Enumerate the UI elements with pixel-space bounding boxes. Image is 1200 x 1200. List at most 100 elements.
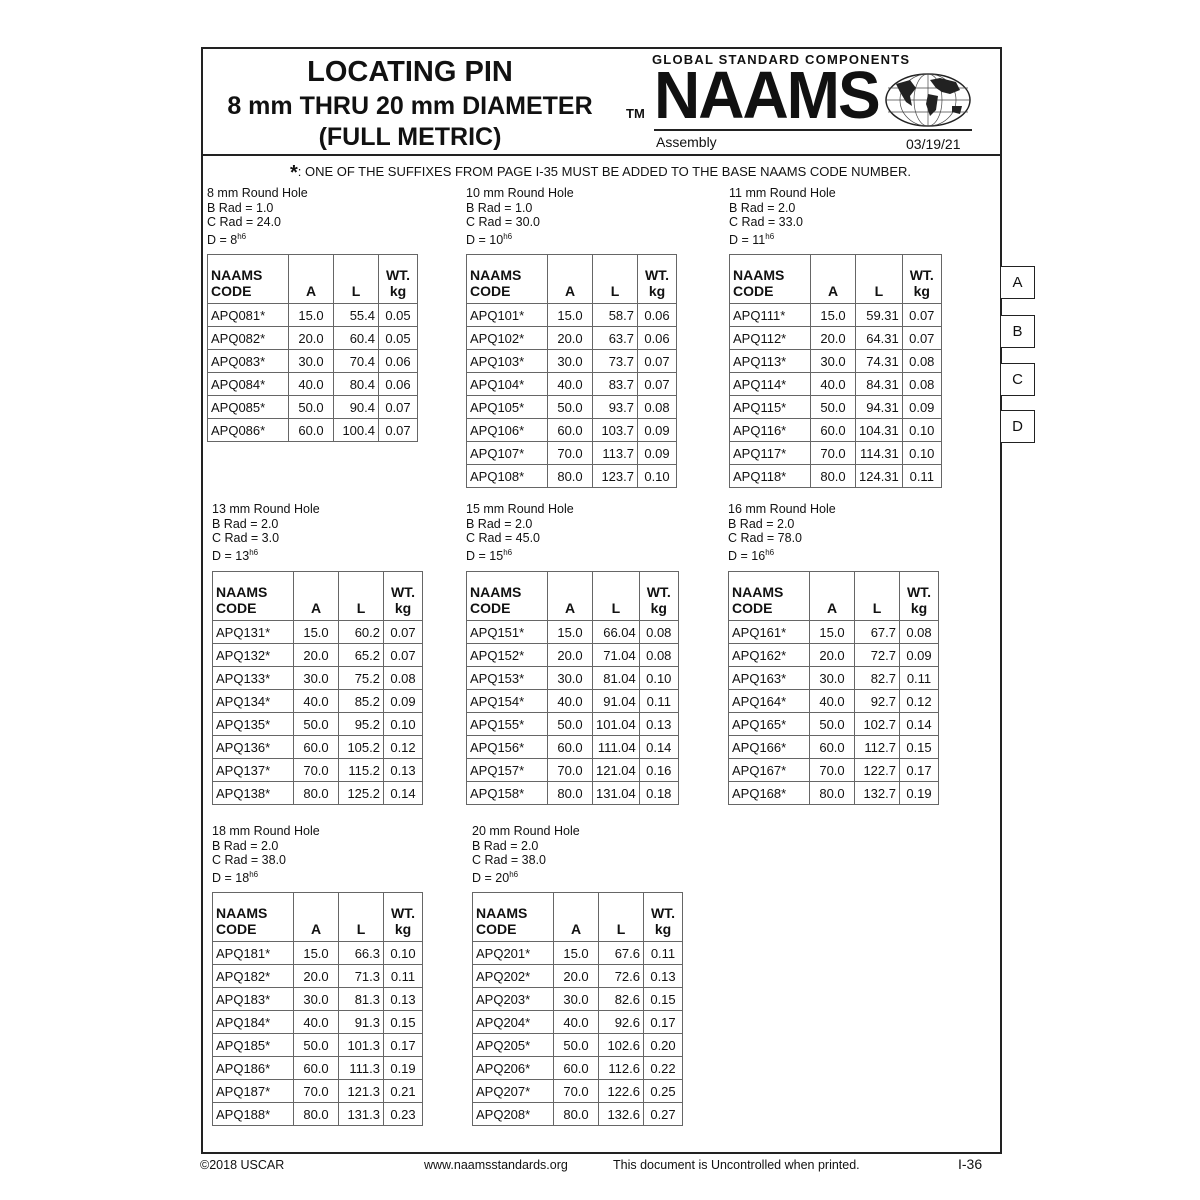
a-cell: 30.0: [547, 666, 593, 690]
a-cell: 15.0: [547, 303, 593, 327]
header-naams-code: NAAMS CODE: [212, 571, 294, 621]
diameter-value: D = 15: [466, 548, 504, 563]
header-naams-code: NAAMS CODE: [212, 892, 294, 942]
spec-table: NAAMS CODE A L WT. kg APQ181* 15.0 66.3 0.10 APQ18…: [212, 892, 423, 1126]
header-l: L: [854, 571, 900, 621]
l-cell: 82.7: [854, 666, 900, 690]
a-cell: 60.0: [288, 418, 334, 442]
tolerance-class: h6: [249, 547, 259, 557]
l-cell: 131.04: [592, 781, 640, 805]
table-row: APQ112* 20.0 64.31 0.07: [729, 326, 942, 350]
header-weight: WT. kg: [378, 254, 418, 304]
l-cell: 85.2: [338, 689, 384, 713]
naams-code-cell: APQ181*: [212, 941, 294, 965]
header-wt-line2: kg: [910, 600, 928, 616]
table-row: APQ208* 80.0 132.6 0.27: [472, 1102, 683, 1126]
spec-table: NAAMS CODE A L WT. kg APQ101* 15.0 58.7 0.06 APQ10…: [466, 254, 677, 488]
header-wt-line2: kg: [913, 283, 930, 299]
diameter-value: D = 20: [472, 870, 510, 885]
header-a: A: [810, 254, 856, 304]
a-cell: 30.0: [810, 349, 856, 373]
a-cell: 70.0: [547, 758, 593, 782]
l-cell: 60.2: [338, 620, 384, 644]
a-cell: 40.0: [288, 372, 334, 396]
l-cell: 121.3: [338, 1079, 384, 1103]
trademark: TM: [626, 106, 645, 121]
side-tab-a[interactable]: A: [1000, 266, 1035, 299]
l-cell: 75.2: [338, 666, 384, 690]
c-radius: C Rad = 38.0: [212, 853, 287, 867]
weight-cell: 0.25: [643, 1079, 683, 1103]
table-row: APQ111* 15.0 59.31 0.07: [729, 303, 942, 327]
b-radius: B Rad = 2.0: [212, 516, 279, 531]
table-row: APQ133* 30.0 75.2 0.08: [212, 666, 423, 690]
a-cell: 20.0: [547, 643, 593, 667]
a-cell: 30.0: [293, 987, 339, 1011]
table-row: APQ206* 60.0 112.6 0.22: [472, 1056, 683, 1080]
naams-code-cell: APQ153*: [466, 666, 548, 690]
diameter-value: D = 13: [212, 548, 250, 563]
weight-cell: 0.17: [643, 1010, 683, 1034]
header-wt-line1: WT.: [650, 905, 676, 921]
table-row: APQ082* 20.0 60.4 0.05: [207, 326, 418, 350]
l-cell: 111.3: [338, 1056, 384, 1080]
a-cell: 50.0: [809, 712, 855, 736]
table-row: APQ165* 50.0 102.7 0.14: [728, 712, 939, 736]
c-radius: C Rad = 45.0: [466, 531, 541, 545]
naams-code-cell: APQ202*: [472, 964, 554, 988]
weight-cell: 0.06: [637, 326, 677, 350]
table-row: APQ086* 60.0 100.4 0.07: [207, 418, 418, 442]
header-a: A: [293, 892, 339, 942]
a-cell: 15.0: [293, 620, 339, 644]
a-cell: 60.0: [547, 735, 593, 759]
table-row: APQ153* 30.0 81.04 0.10: [466, 666, 679, 690]
weight-cell: 0.14: [383, 781, 423, 805]
table-row: APQ151* 15.0 66.04 0.08: [466, 620, 679, 644]
header-naams-code: NAAMS CODE: [466, 254, 548, 304]
a-cell: 15.0: [547, 620, 593, 644]
hole-spec-info: 13 mm Round Hole B Rad = 2.0 C Rad = 3.0 D …: [212, 502, 320, 563]
weight-cell: 0.08: [899, 620, 939, 644]
side-tab-d[interactable]: D: [1000, 410, 1035, 443]
a-cell: 60.0: [810, 418, 856, 442]
weight-cell: 0.07: [901, 303, 942, 327]
l-cell: 55.4: [333, 303, 379, 327]
l-cell: 95.2: [338, 712, 384, 736]
footer-website[interactable]: www.naamsstandards.org: [424, 1158, 568, 1172]
naams-code-cell: APQ085*: [207, 395, 289, 419]
header-code-line2: CODE: [470, 600, 511, 616]
table-row: APQ207* 70.0 122.6 0.25: [472, 1079, 683, 1103]
weight-cell: 0.07: [383, 643, 423, 667]
weight-cell: 0.12: [383, 735, 423, 759]
a-cell: 80.0: [553, 1102, 599, 1126]
page-title: LOCATING PIN: [307, 56, 513, 88]
l-cell: 83.7: [592, 372, 638, 396]
header-code-line1: NAAMS: [211, 267, 263, 283]
table-row: APQ101* 15.0 58.7 0.06: [466, 303, 677, 327]
table-row: APQ152* 20.0 71.04 0.08: [466, 643, 679, 667]
table-row: APQ188* 80.0 131.3 0.23: [212, 1102, 423, 1126]
l-cell: 111.04: [592, 735, 640, 759]
table-header-row: NAAMS CODE A L WT. kg: [466, 254, 677, 304]
header-weight: WT. kg: [901, 254, 942, 304]
table-row: APQ158* 80.0 131.04 0.18: [466, 781, 679, 805]
diameter: D = 16h6: [728, 546, 836, 564]
l-cell: 132.6: [598, 1102, 644, 1126]
a-cell: 40.0: [547, 372, 593, 396]
side-tab-b[interactable]: B: [1000, 315, 1035, 348]
side-tab-c[interactable]: C: [1000, 363, 1035, 396]
l-cell: 72.6: [598, 964, 644, 988]
naams-code-cell: APQ135*: [212, 712, 294, 736]
a-cell: 60.0: [809, 735, 855, 759]
naams-code-cell: APQ101*: [466, 303, 548, 327]
table-row: APQ135* 50.0 95.2 0.10: [212, 712, 423, 736]
a-cell: 40.0: [809, 689, 855, 713]
naams-code-cell: APQ108*: [466, 464, 548, 488]
a-cell: 15.0: [809, 620, 855, 644]
table-row: APQ154* 40.0 91.04 0.11: [466, 689, 679, 713]
tolerance-class: h6: [765, 547, 775, 557]
page-subtitle-metric: (FULL METRIC): [318, 123, 502, 151]
diameter-value: D = 10: [466, 232, 504, 247]
header-code-line2: CODE: [216, 600, 257, 616]
table-row: APQ181* 15.0 66.3 0.10: [212, 941, 423, 965]
